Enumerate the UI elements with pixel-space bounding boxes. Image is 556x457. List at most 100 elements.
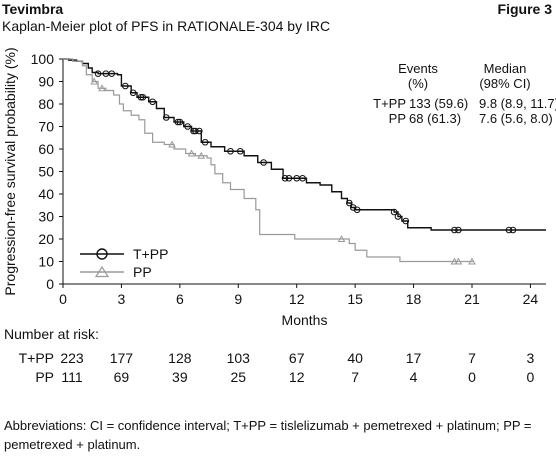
risk-value: 128 xyxy=(168,350,192,366)
censor-marker xyxy=(137,93,145,101)
censor-marker xyxy=(122,82,129,90)
stats-row-label: T+PP xyxy=(373,96,406,111)
x-tick-label: 21 xyxy=(464,291,480,307)
censor-marker xyxy=(90,77,99,85)
censor-marker xyxy=(454,257,463,265)
y-axis-title: Progression-free survival probability (%… xyxy=(2,47,18,295)
stats-header-median: Median xyxy=(484,61,527,76)
y-tick-label: 40 xyxy=(38,186,54,202)
risk-value: 69 xyxy=(113,369,130,385)
legend-label: PP xyxy=(133,264,152,280)
x-tick-label: 6 xyxy=(176,291,184,307)
y-tick-label: 100 xyxy=(31,51,55,67)
censor-marker xyxy=(129,89,137,97)
censor-marker xyxy=(299,174,306,182)
risk-value: 25 xyxy=(230,369,247,385)
censor-marker xyxy=(390,208,398,216)
y-tick-label: 30 xyxy=(38,209,54,225)
stats-header-events: Events xyxy=(398,61,438,76)
censor-marker xyxy=(402,217,410,225)
x-tick-label: 3 xyxy=(118,291,126,307)
censor-marker xyxy=(168,140,176,148)
survival-curve xyxy=(63,58,546,231)
plot-series xyxy=(63,58,546,265)
censor-marker xyxy=(139,93,147,101)
censor-marker xyxy=(468,257,476,265)
risk-row-label: T+PP xyxy=(18,350,54,366)
legend-marker xyxy=(94,265,110,278)
stats-row-median: 7.6 (5.6, 8.0) xyxy=(479,111,553,126)
censor-marker xyxy=(149,98,156,106)
risk-value: 3 xyxy=(526,350,535,366)
risk-value: 111 xyxy=(61,369,83,385)
series-pp xyxy=(63,58,476,265)
legend-label: T+PP xyxy=(133,246,168,262)
x-tick-label: 12 xyxy=(289,291,305,307)
y-tick-label: 20 xyxy=(38,231,54,247)
risk-value: 0 xyxy=(526,369,535,385)
risk-value: 40 xyxy=(347,350,363,366)
plot-legend: T+PP PP xyxy=(80,246,168,280)
risk-value: 177 xyxy=(109,350,134,366)
y-tick-label: 60 xyxy=(38,141,54,157)
stats-header-events-unit: (%) xyxy=(408,76,428,91)
censor-marker xyxy=(94,70,102,77)
risk-value: 223 xyxy=(60,350,84,366)
risk-row-label: PP xyxy=(35,369,54,385)
censor-marker xyxy=(353,206,361,214)
x-tick-label: 24 xyxy=(523,291,539,307)
censor-marker xyxy=(285,174,293,182)
risk-value: 103 xyxy=(226,350,250,366)
abbreviations-footnote: Abbreviations: CI = confidence interval;… xyxy=(4,418,532,452)
figure-label: Figure 3 xyxy=(497,1,552,17)
stats-row-events: 133 (59.6) xyxy=(409,96,468,111)
chart-subtitle: Kaplan-Meier plot of PFS in RATIONALE-30… xyxy=(2,18,331,34)
plot-axes: 0 10 20 30 40 50 60 70 80 90 100 0 3 6 9 12 15 18 21 24 Mont… xyxy=(2,47,546,328)
legend-marker xyxy=(96,248,108,260)
brand-title: Tevimbra xyxy=(2,1,64,17)
censor-marker xyxy=(201,138,209,146)
x-tick-label: 0 xyxy=(59,291,67,307)
risk-value: 0 xyxy=(468,369,476,385)
x-tick-label: 9 xyxy=(234,291,242,307)
y-tick-label: 50 xyxy=(38,164,54,180)
stats-table: Events(%) Median(98% CI) T+PP 133 (59.6) 9.8… xyxy=(373,61,556,126)
censor-marker xyxy=(227,147,234,155)
risk-value: 7 xyxy=(351,369,360,385)
y-tick-label: 80 xyxy=(38,96,54,112)
censor-marker xyxy=(196,127,203,135)
series-tpp xyxy=(63,58,546,234)
censor-marker xyxy=(281,174,289,182)
risk-value: 39 xyxy=(172,369,188,385)
risk-value: 12 xyxy=(288,369,305,385)
censor-marker xyxy=(450,257,459,265)
risk-value: 7 xyxy=(468,350,476,366)
y-tick-label: 10 xyxy=(38,254,54,270)
y-tick-label: 70 xyxy=(38,119,54,135)
censor-marker xyxy=(236,147,244,155)
censor-marker xyxy=(162,114,170,121)
censor-marker xyxy=(176,118,184,126)
censor-marker xyxy=(505,226,513,234)
censor-marker xyxy=(451,226,458,234)
stats-header-median-ci: (98% CI) xyxy=(479,76,530,91)
censor-marker xyxy=(197,151,206,159)
risk-value: 67 xyxy=(288,350,305,366)
censor-marker xyxy=(455,226,462,234)
risk-value: 4 xyxy=(409,369,418,385)
censor-marker xyxy=(187,149,196,157)
y-tick-label: 0 xyxy=(46,276,54,292)
x-tick-label: 15 xyxy=(347,291,363,307)
stats-row-label: PP xyxy=(389,111,406,126)
censor-marker xyxy=(260,159,267,166)
censor-marker xyxy=(98,84,106,92)
censor-marker xyxy=(108,70,115,77)
x-axis-title: Months xyxy=(282,312,328,328)
censor-marker xyxy=(509,226,517,234)
x-tick-label: 18 xyxy=(406,291,422,307)
risk-value: 17 xyxy=(405,350,422,366)
y-tick-label: 90 xyxy=(38,74,54,90)
stats-row-median: 9.8 (8.9, 11.7) xyxy=(479,96,556,111)
censor-marker xyxy=(337,234,346,242)
